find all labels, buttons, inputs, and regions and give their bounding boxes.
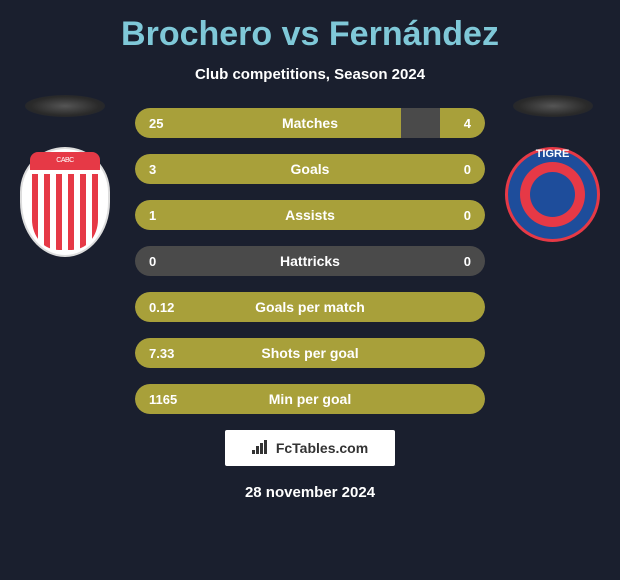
shadow-ellipse-left <box>25 95 105 117</box>
stat-row: 0.12Goals per match <box>135 292 485 322</box>
branding-text: FcTables.com <box>276 440 368 456</box>
team-left-container: CABC <box>20 95 110 257</box>
crest-right-center <box>530 172 575 217</box>
stat-row: 10Assists <box>135 200 485 230</box>
player2-name: Fernández <box>329 15 499 53</box>
stat-label: Min per goal <box>135 391 485 407</box>
stat-label: Goals per match <box>135 299 485 315</box>
main-container: Brochero vs Fernández Club competitions,… <box>0 0 620 580</box>
stat-label: Hattricks <box>135 253 485 269</box>
team-right-container: TIGRE <box>505 95 600 242</box>
page-title: Brochero vs Fernández <box>0 15 620 54</box>
vs-text: vs <box>282 15 320 53</box>
footer-date: 28 november 2024 <box>0 484 620 501</box>
chart-icon <box>252 440 270 457</box>
team-left-crest: CABC <box>20 147 110 257</box>
stat-row: 7.33Shots per goal <box>135 338 485 368</box>
crest-left-stripes <box>32 174 98 250</box>
stat-row: 1165Min per goal <box>135 384 485 414</box>
team-right-crest: TIGRE <box>505 147 600 242</box>
crest-left-header: CABC <box>30 152 100 170</box>
stat-row: 00Hattricks <box>135 246 485 276</box>
player1-name: Brochero <box>121 15 272 53</box>
stat-row: 30Goals <box>135 154 485 184</box>
crest-right-text: TIGRE <box>508 148 597 160</box>
shadow-ellipse-right <box>513 95 593 117</box>
stat-label: Assists <box>135 207 485 223</box>
stat-row: 254Matches <box>135 108 485 138</box>
stats-area: 254Matches 30Goals 10Assists 00Hattricks 0.1… <box>135 108 485 414</box>
stat-label: Shots per goal <box>135 345 485 361</box>
stat-label: Goals <box>135 161 485 177</box>
subtitle: Club competitions, Season 2024 <box>0 66 620 83</box>
stat-label: Matches <box>135 115 485 131</box>
branding-badge: FcTables.com <box>225 430 395 466</box>
